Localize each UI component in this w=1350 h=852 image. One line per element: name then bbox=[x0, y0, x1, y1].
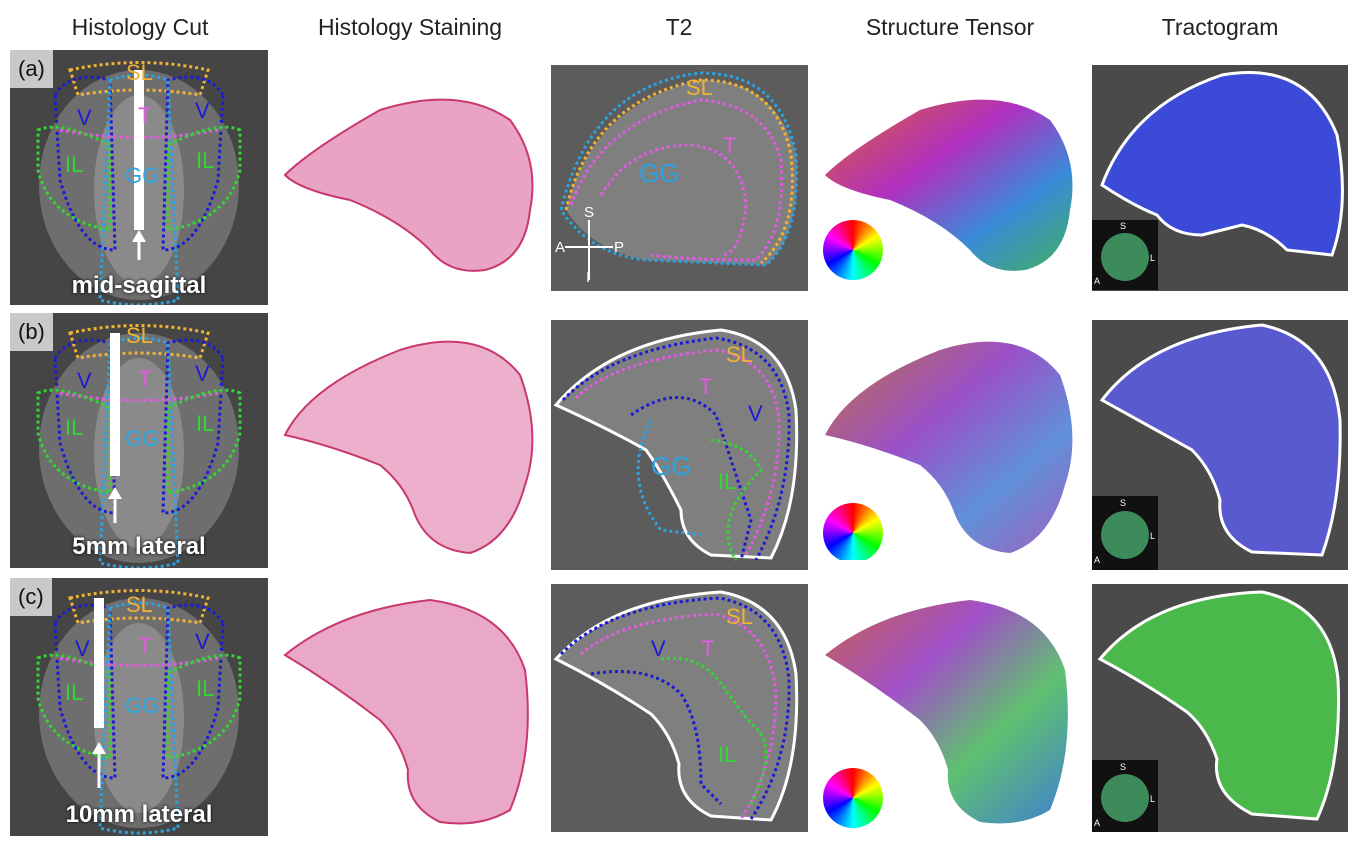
axis-l: L bbox=[1150, 253, 1156, 263]
label-t: T bbox=[138, 366, 152, 391]
axial-tongue-image bbox=[10, 313, 268, 568]
column-title-histology-staining: Histology Staining bbox=[317, 14, 503, 40]
label-t: T bbox=[699, 374, 713, 399]
row-tag-b: (b) bbox=[10, 313, 53, 351]
orient-s: S bbox=[584, 204, 595, 221]
label-v-left: V bbox=[77, 105, 92, 130]
label-il-left: IL bbox=[65, 152, 84, 177]
cut-caption-c: 10mm lateral bbox=[65, 801, 213, 828]
label-v: V bbox=[748, 401, 763, 426]
label-sl: SL bbox=[126, 323, 153, 348]
orient-a: A bbox=[555, 239, 566, 256]
tractogram-panel-c: S L A bbox=[1092, 584, 1348, 832]
column-title-t2: T2 bbox=[665, 14, 693, 40]
stained-section-image bbox=[283, 340, 534, 555]
label-t: T bbox=[723, 133, 737, 158]
tractogram-panel-b: S L A bbox=[1092, 320, 1348, 570]
label-il-left: IL bbox=[65, 680, 84, 705]
color-wheel-icon bbox=[823, 768, 883, 828]
cut-caption-a: mid-sagittal bbox=[71, 272, 207, 299]
axis-l: L bbox=[1150, 794, 1156, 804]
axis-a: A bbox=[1094, 818, 1101, 828]
label-il-left: IL bbox=[65, 415, 84, 440]
row-tag-c: (c) bbox=[10, 578, 52, 616]
t2-sagittal-image bbox=[551, 320, 808, 570]
color-wheel-icon bbox=[823, 220, 883, 280]
structure-tensor-image bbox=[825, 99, 1073, 271]
axial-tongue-image bbox=[10, 578, 268, 836]
label-sl: SL bbox=[686, 75, 713, 100]
t2-panel-c: SL V T IL bbox=[551, 584, 808, 832]
label-gg: GG bbox=[651, 451, 692, 481]
tractogram-image bbox=[1092, 320, 1348, 570]
color-wheel-icon bbox=[823, 503, 883, 560]
histology-staining-panel-b bbox=[280, 325, 542, 560]
row-tag-a: (a) bbox=[10, 50, 53, 88]
orient-p: P bbox=[614, 239, 625, 256]
label-t: T bbox=[138, 633, 152, 658]
t2-panel-b: SL T V GG IL bbox=[551, 320, 808, 570]
t2-panel-a: SL T GG S A P I bbox=[551, 65, 808, 291]
structure-tensor-image bbox=[825, 341, 1073, 553]
histology-cut-panel-a: (a) SL T V V IL IL GG mid-sagittal bbox=[10, 50, 268, 305]
axial-tongue-image bbox=[10, 50, 268, 305]
histology-cut-panel-b: (b) SL T V V IL IL GG 5mm lateral bbox=[10, 313, 268, 568]
tractogram-image bbox=[1092, 584, 1348, 832]
structure-tensor-panel-c bbox=[820, 590, 1082, 830]
label-t: T bbox=[701, 636, 715, 661]
axis-s: S bbox=[1120, 762, 1127, 772]
histology-cut-panel-c: (c) SL T V V IL IL GG 10mm lateral bbox=[10, 578, 268, 836]
label-sl: SL bbox=[726, 604, 753, 629]
axis-s: S bbox=[1120, 498, 1127, 508]
cut-caption-b: 5mm lateral bbox=[72, 533, 206, 560]
column-title-structure-tensor: Structure Tensor bbox=[865, 14, 1035, 40]
label-sl: SL bbox=[726, 342, 753, 367]
histology-staining-panel-c bbox=[280, 590, 542, 830]
label-v-right: V bbox=[195, 361, 210, 386]
t2-sagittal-image bbox=[551, 584, 808, 832]
axis-l: L bbox=[1150, 531, 1156, 541]
label-t: T bbox=[138, 103, 152, 128]
label-v-left: V bbox=[77, 368, 92, 393]
tractogram-image bbox=[1092, 65, 1348, 291]
label-gg: GG bbox=[639, 158, 680, 188]
structure-tensor-image bbox=[825, 600, 1068, 824]
label-sl: SL bbox=[126, 60, 153, 85]
axis-s: S bbox=[1120, 221, 1127, 231]
label-v-right: V bbox=[195, 629, 210, 654]
label-v-right: V bbox=[195, 98, 210, 123]
tractogram-panel-a: S L A bbox=[1092, 65, 1348, 291]
orient-i: I bbox=[586, 269, 591, 286]
label-sl: SL bbox=[126, 592, 153, 617]
label-il-right: IL bbox=[196, 411, 215, 436]
axis-a: A bbox=[1094, 276, 1101, 286]
column-title-histology-cut: Histology Cut bbox=[71, 14, 209, 40]
axis-a: A bbox=[1094, 555, 1101, 565]
column-title-tractogram: Tractogram bbox=[1161, 14, 1279, 40]
label-il: IL bbox=[718, 469, 737, 494]
structure-tensor-panel-a bbox=[820, 80, 1082, 280]
label-il-right: IL bbox=[196, 676, 215, 701]
label-v: V bbox=[651, 636, 666, 661]
label-v-left: V bbox=[75, 636, 90, 661]
stained-section-image bbox=[283, 598, 529, 825]
label-gg: GG bbox=[125, 163, 160, 188]
label-il-right: IL bbox=[196, 148, 215, 173]
structure-tensor-panel-b bbox=[820, 325, 1082, 560]
label-il: IL bbox=[718, 742, 737, 767]
stained-section-image bbox=[283, 98, 534, 272]
histology-staining-panel-a bbox=[280, 80, 542, 280]
label-gg: GG bbox=[125, 426, 160, 451]
label-gg: GG bbox=[125, 693, 160, 718]
t2-sagittal-image bbox=[551, 65, 808, 291]
